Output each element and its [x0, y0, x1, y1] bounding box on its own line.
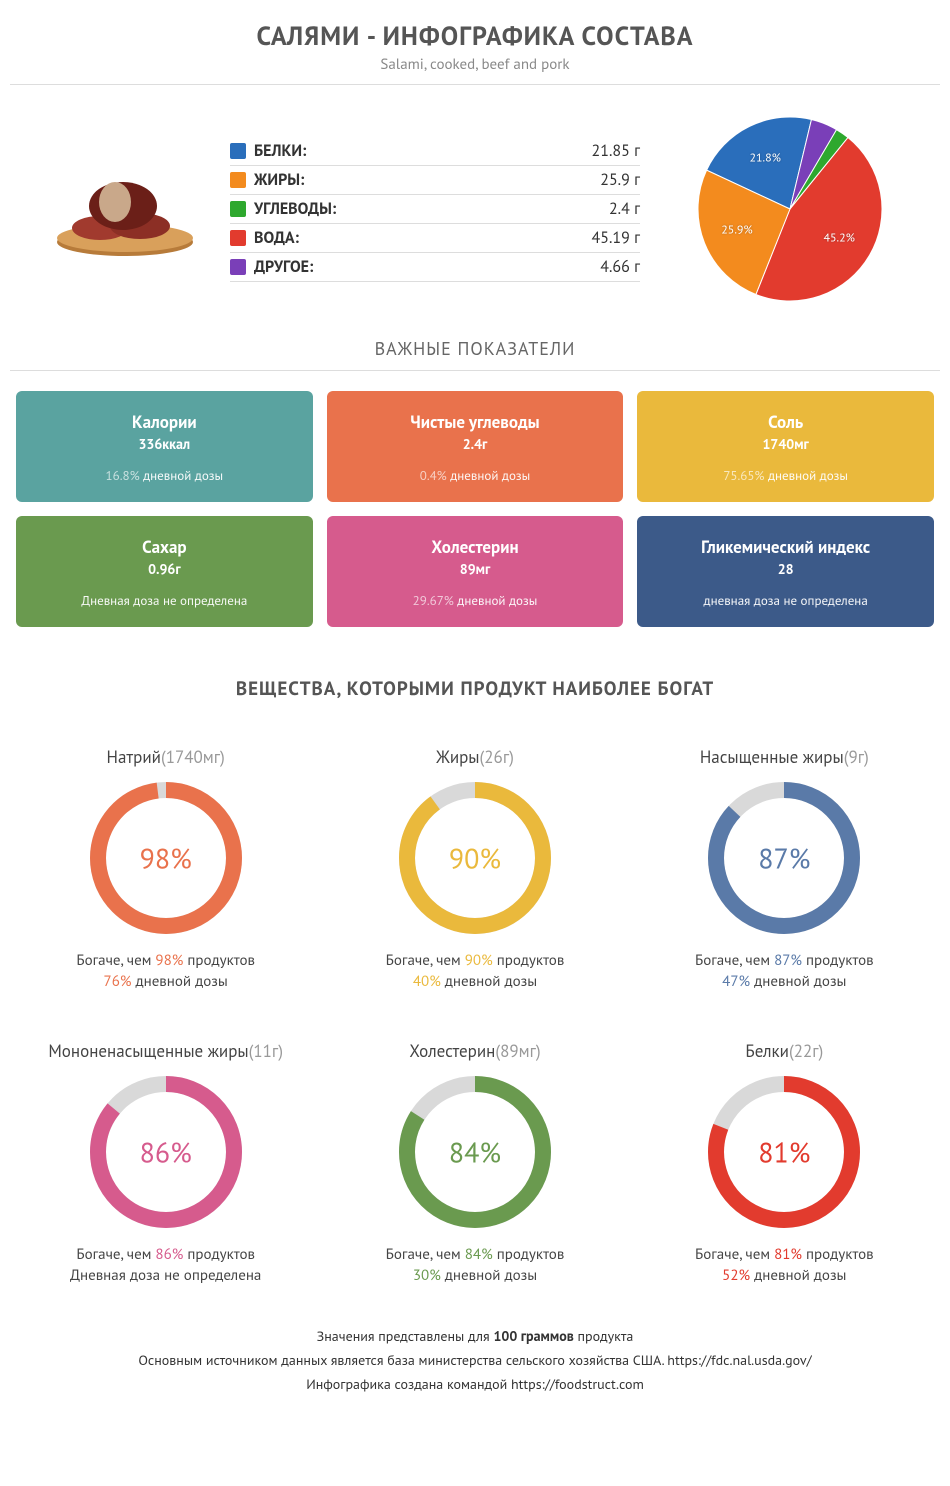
donut-percent: 81% — [758, 1134, 810, 1171]
donut-percent: 86% — [140, 1134, 192, 1171]
donut-dose: 47% дневной дозы — [639, 972, 930, 991]
card-dose: 29.67% дневной дозы — [337, 592, 614, 609]
composition-label: ВОДА: — [254, 228, 299, 248]
composition-table: БЕЛКИ: 21.85 г ЖИРЫ: 25.9 г УГЛЕВОДЫ: 2.4 г ВО… — [230, 137, 640, 282]
donut-richer-than: Богаче, чем 84% продуктов — [329, 1245, 620, 1264]
donut-cell: Насыщенные жиры(9г) 87% Богаче, чем 87% пр… — [639, 727, 930, 991]
page-title: САЛЯМИ - ИНФОГРАФИКА СОСТАВА — [10, 20, 940, 53]
donut-percent: 87% — [758, 840, 810, 877]
color-swatch — [230, 259, 246, 275]
footer-line-1: Значения представлены для 100 граммов пр… — [10, 1325, 940, 1349]
donut-title: Холестерин(89мг) — [329, 1021, 620, 1061]
composition-value: 45.19 г — [592, 228, 640, 248]
donut-dose: 40% дневной дозы — [329, 972, 620, 991]
donut-cell: Жиры(26г) 90% Богаче, чем 90% продуктов 40%… — [329, 727, 620, 991]
color-swatch — [230, 172, 246, 188]
indicator-cards: Калории 336ккал 16.8% дневной дозы Чистые у… — [10, 391, 940, 627]
card-dose: дневная доза не определена — [647, 592, 924, 609]
card-name: Чистые углеводы — [337, 411, 614, 433]
pie-slice-label: 21.8% — [749, 150, 780, 165]
donut-richer-than: Богаче, чем 86% продуктов — [20, 1245, 311, 1264]
card-dose: 16.8% дневной дозы — [26, 467, 303, 484]
composition-value: 25.9 г — [600, 170, 640, 190]
composition-value: 2.4 г — [609, 199, 640, 219]
donut-title: Белки(22г) — [639, 1021, 930, 1061]
divider — [10, 84, 940, 85]
card-dose: 0.4% дневной дозы — [337, 467, 614, 484]
card-name: Калории — [26, 411, 303, 433]
composition-label: ЖИРЫ: — [254, 170, 304, 190]
indicator-card: Холестерин 89мг 29.67% дневной дозы — [327, 516, 624, 627]
indicator-card: Гликемический индекс 28 дневная доза не оп… — [637, 516, 934, 627]
card-value: 336ккал — [26, 435, 303, 453]
card-dose: Дневная доза не определена — [26, 592, 303, 609]
page-subtitle: Salami, cooked, beef and pork — [10, 55, 940, 74]
donut-cell: Белки(22г) 81% Богаче, чем 81% продуктов 52… — [639, 1021, 930, 1285]
donut-title: Мононенасыщенные жиры(11г) — [20, 1021, 311, 1061]
donut-richer-than: Богаче, чем 90% продуктов — [329, 951, 620, 970]
donut-richer-than: Богаче, чем 87% продуктов — [639, 951, 930, 970]
donut-cell: Мононенасыщенные жиры(11г) 86% Богаче, чем… — [20, 1021, 311, 1285]
composition-pie-chart: 21.8% 25.9% 45.2% — [660, 109, 910, 309]
footer-line-3: Инфографика создана командой https://foo… — [10, 1373, 940, 1397]
card-value: 0.96г — [26, 560, 303, 578]
card-value: 89мг — [337, 560, 614, 578]
indicator-card: Сахар 0.96г Дневная доза не определена — [16, 516, 313, 627]
card-name: Холестерин — [337, 536, 614, 558]
composition-row: БЕЛКИ: 21.85 г — [230, 137, 640, 166]
donut-title: Натрий(1740мг) — [20, 727, 311, 767]
donut-dose: 30% дневной дозы — [329, 1266, 620, 1285]
donut-title: Насыщенные жиры(9г) — [639, 727, 930, 767]
card-name: Гликемический индекс — [647, 536, 924, 558]
card-name: Сахар — [26, 536, 303, 558]
indicator-card: Калории 336ккал 16.8% дневной дозы — [16, 391, 313, 502]
donut-dose: 76% дневной дозы — [20, 972, 311, 991]
donut-dose: 52% дневной дозы — [639, 1266, 930, 1285]
pie-slice-label: 25.9% — [721, 223, 752, 238]
color-swatch — [230, 230, 246, 246]
pie-slice-label: 45.2% — [823, 230, 854, 245]
card-dose: 75.65% дневной дозы — [647, 467, 924, 484]
indicator-card: Соль 1740мг 75.65% дневной дозы — [637, 391, 934, 502]
donut-richer-than: Богаче, чем 81% продуктов — [639, 1245, 930, 1264]
donut-cell: Холестерин(89мг) 84% Богаче, чем 84% проду… — [329, 1021, 620, 1285]
divider — [10, 370, 940, 371]
product-image — [40, 149, 210, 269]
composition-value: 21.85 г — [592, 141, 640, 161]
rich-heading: ВЕЩЕСТВА, КОТОРЫМИ ПРОДУКТ НАИБОЛЕЕ БОГА… — [10, 677, 940, 701]
donut-grid: Натрий(1740мг) 98% Богаче, чем 98% продукт… — [10, 727, 940, 1285]
donut-dose: Дневная доза не определена — [20, 1266, 311, 1285]
composition-row: ЖИРЫ: 25.9 г — [230, 166, 640, 195]
card-value: 2.4г — [337, 435, 614, 453]
donut-percent: 84% — [449, 1134, 501, 1171]
composition-value: 4.66 г — [600, 257, 640, 277]
donut-percent: 98% — [140, 840, 192, 877]
color-swatch — [230, 201, 246, 217]
composition-row: УГЛЕВОДЫ: 2.4 г — [230, 195, 640, 224]
indicators-heading: ВАЖНЫЕ ПОКАЗАТЕЛИ — [10, 337, 940, 360]
card-value: 1740мг — [647, 435, 924, 453]
donut-richer-than: Богаче, чем 98% продуктов — [20, 951, 311, 970]
composition-label: БЕЛКИ: — [254, 141, 306, 161]
donut-title: Жиры(26г) — [329, 727, 620, 767]
card-name: Соль — [647, 411, 924, 433]
composition-row: ВОДА: 45.19 г — [230, 224, 640, 253]
footer: Значения представлены для 100 граммов пр… — [10, 1325, 940, 1396]
composition-row: ДРУГОЕ: 4.66 г — [230, 253, 640, 282]
color-swatch — [230, 143, 246, 159]
donut-cell: Натрий(1740мг) 98% Богаче, чем 98% продукт… — [20, 727, 311, 991]
composition-label: УГЛЕВОДЫ: — [254, 199, 336, 219]
footer-line-2: Основным источником данных является база… — [10, 1349, 940, 1373]
card-value: 28 — [647, 560, 924, 578]
composition-label: ДРУГОЕ: — [254, 257, 313, 277]
indicator-card: Чистые углеводы 2.4г 0.4% дневной дозы — [327, 391, 624, 502]
donut-percent: 90% — [449, 840, 501, 877]
